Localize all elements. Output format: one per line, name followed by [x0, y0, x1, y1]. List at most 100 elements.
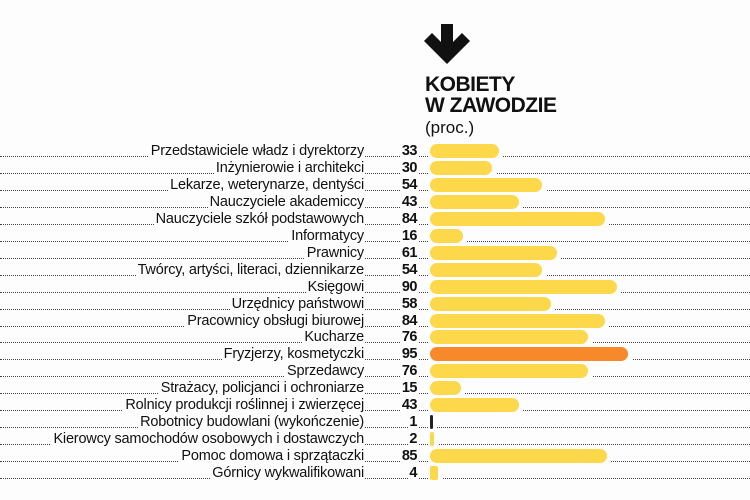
dotted-leader [0, 291, 750, 293]
dotted-leader [0, 308, 750, 310]
bar-row: Urzędnicy państwowi 58 [0, 295, 750, 313]
bar [430, 279, 618, 294]
bar-row: Kucharze 76 [0, 329, 750, 347]
dotted-leader [0, 461, 750, 463]
category-label: Prawnicy [304, 244, 364, 262]
bar [430, 228, 464, 243]
value-label: 76 [400, 363, 418, 381]
value-label: 15 [400, 380, 418, 398]
bar [430, 296, 551, 311]
bar-row: Nauczyciele akademiccy 43 [0, 193, 750, 211]
bar-row: Rolnicy produkcji roślinnej i zwierzęcej… [0, 397, 750, 415]
bar [430, 262, 543, 277]
dotted-leader [0, 172, 750, 174]
bar [430, 449, 607, 464]
category-label: Twórcy, artyści, literaci, dziennikarze [135, 261, 364, 279]
category-label: Inżynierowie i architekci [213, 159, 364, 177]
value-label: 76 [400, 329, 418, 347]
bar [430, 245, 557, 260]
category-label: Informatycy [289, 227, 364, 245]
bar-row: Pomoc domowa i sprzątaczki 85 [0, 448, 750, 466]
bar [430, 398, 520, 413]
value-label: 61 [400, 244, 418, 262]
dotted-leader [0, 393, 750, 395]
value-label: 2 [408, 431, 418, 449]
value-label: 1 [408, 414, 418, 432]
category-label: Rolnicy produkcji roślinnej i zwierzęcej [123, 397, 364, 415]
category-label: Przedstawiciele władz i dyrektorzy [148, 143, 364, 160]
dotted-leader [0, 444, 750, 446]
dotted-leader [0, 325, 750, 327]
bar [430, 144, 499, 158]
category-label: Pracownicy obsługi biurowej [185, 312, 364, 330]
category-label: Urzędnicy państwowi [229, 295, 364, 313]
dotted-leader [0, 240, 750, 242]
value-label: 90 [400, 278, 418, 296]
chart-unit: (proc.) [425, 118, 475, 137]
chart-title: KOBIETY W ZAWODZIE [425, 73, 557, 116]
bar-row: Informatycy 16 [0, 227, 750, 245]
bar-row: Robotnicy budowlani (wykończenie) 1 [0, 414, 750, 432]
bar-row: Pracownicy obsługi biurowej 84 [0, 312, 750, 330]
dotted-leader [0, 206, 750, 208]
category-label: Pomoc domowa i sprzątaczki [179, 448, 364, 466]
value-label: 54 [400, 261, 418, 279]
bar [430, 313, 605, 328]
bar-row: Inżynierowie i architekci 30 [0, 159, 750, 177]
bar [430, 381, 462, 396]
bar [430, 330, 589, 345]
dotted-leader [0, 342, 750, 344]
value-label: 16 [400, 227, 418, 245]
value-label: 85 [400, 448, 418, 466]
value-label: 84 [400, 312, 418, 330]
category-label: Robotnicy budowlani (wykończenie) [138, 414, 364, 432]
dotted-leader [0, 156, 750, 157]
bar [430, 432, 435, 447]
value-label: 84 [400, 210, 418, 228]
chart-title-line-1: KOBIETY [425, 73, 515, 96]
dotted-leader [0, 376, 750, 378]
category-label: Kierowcy samochodów osobowych i dostawcz… [51, 431, 364, 449]
value-label: 54 [400, 176, 418, 194]
bar-row: Strażacy, policjanci i ochroniarze 15 [0, 380, 750, 398]
bar [430, 160, 493, 175]
bar [430, 194, 520, 209]
bar [430, 211, 605, 226]
dotted-leader [0, 223, 750, 225]
category-label: Nauczyciele akademiccy [207, 193, 364, 211]
bar-row: Przedstawiciele władz i dyrektorzy 33 [0, 143, 750, 160]
dotted-leader [0, 410, 750, 412]
category-label: Nauczyciele szkół podstawowych [153, 210, 364, 228]
bar-row: Kierowcy samochodów osobowych i dostawcz… [0, 431, 750, 449]
dotted-leader [0, 359, 750, 361]
value-label: 58 [400, 295, 418, 313]
value-label: 95 [400, 346, 418, 364]
category-label: Sprzedawcy [285, 363, 364, 381]
bar [430, 415, 433, 430]
arrow-down-icon [424, 24, 470, 64]
category-label: Górnicy wykwalifikowani [210, 465, 364, 483]
dotted-leader [0, 274, 750, 276]
category-label: Fryzjerzy, kosmetyczki [221, 346, 364, 364]
bar [430, 177, 543, 192]
bar [430, 364, 589, 379]
bar [430, 347, 628, 362]
value-label: 33 [400, 143, 418, 160]
dotted-leader [0, 257, 750, 259]
category-label: Lekarze, weterynarze, dentyści [168, 176, 364, 194]
category-label: Strażacy, policjanci i ochroniarze [158, 380, 364, 398]
category-label: Kucharze [302, 329, 364, 347]
bar-row: Prawnicy 61 [0, 244, 750, 262]
dotted-leader [0, 189, 750, 191]
dotted-leader [0, 478, 750, 480]
bar [430, 466, 439, 481]
value-label: 43 [400, 193, 418, 211]
bar-row: Nauczyciele szkół podstawowych 84 [0, 210, 750, 228]
bar-row: Fryzjerzy, kosmetyczki 95 [0, 346, 750, 364]
category-label: Księgowi [305, 278, 364, 296]
dotted-leader [0, 427, 750, 429]
bar-row: Lekarze, weterynarze, dentyści 54 [0, 176, 750, 194]
value-label: 43 [400, 397, 418, 415]
value-label: 30 [400, 159, 418, 177]
bar-row: Twórcy, artyści, literaci, dziennikarze 5… [0, 261, 750, 279]
